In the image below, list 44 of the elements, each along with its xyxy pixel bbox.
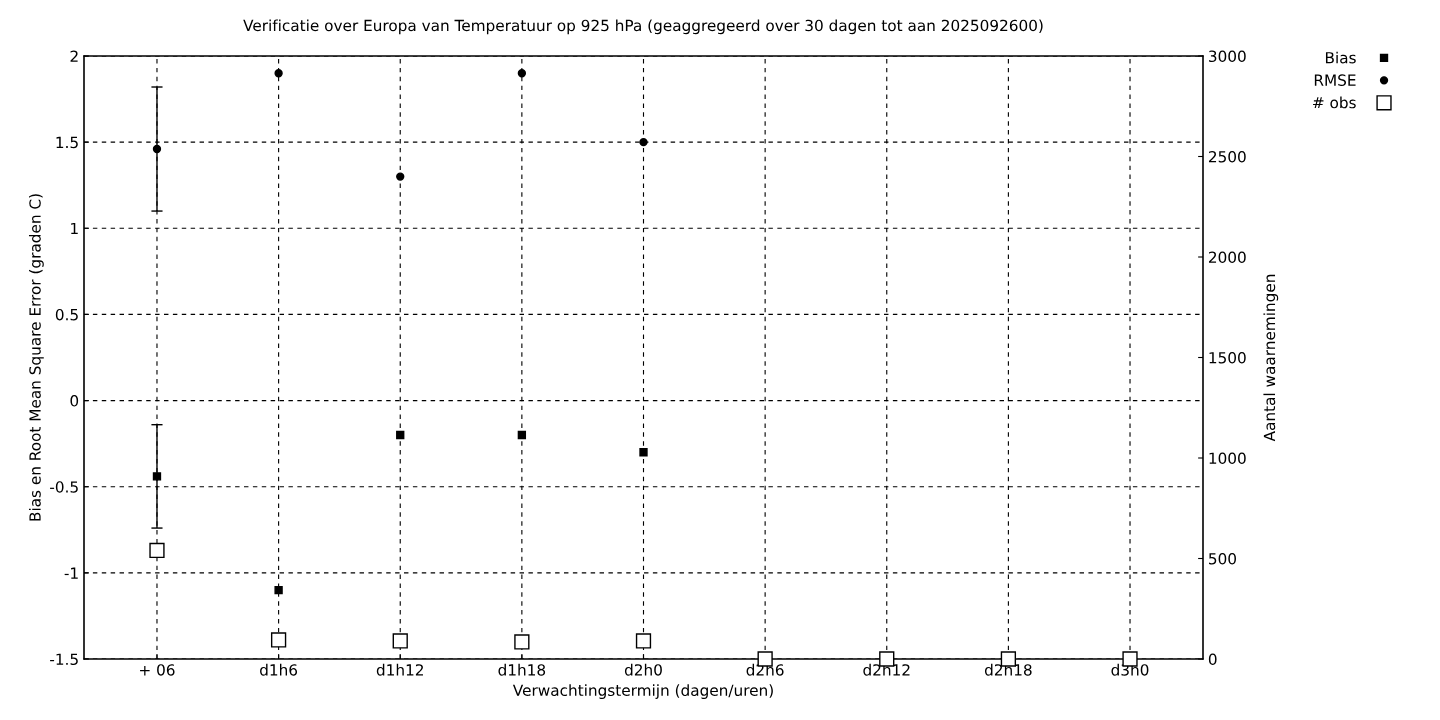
y2-tick-label: 1000 (1209, 452, 1246, 465)
legend-label: Bias (1325, 51, 1356, 64)
point (639, 137, 648, 147)
y2-tick-label: 500 (1209, 552, 1237, 565)
x-tick-label: d1h12 (376, 663, 423, 676)
y-tick-label: 1 (71, 222, 78, 235)
y2-tick-label: 1500 (1209, 351, 1246, 364)
y-tick-label: 0 (70, 395, 79, 407)
y-tick-label: -1 (64, 567, 78, 579)
y-tick-label: 0.5 (55, 308, 78, 321)
point (149, 542, 165, 559)
y2-axis-title: Aantal waarnemingen (1263, 274, 1279, 442)
y-tick-label: -1.5 (50, 653, 78, 666)
point (635, 633, 652, 649)
x-tick-label: d1h6 (260, 663, 298, 676)
legend-label: RMSE (1314, 74, 1356, 86)
legend-label: # obs (1313, 96, 1356, 109)
x-tick-label: d1h18 (498, 663, 546, 676)
point (274, 585, 283, 595)
point (517, 430, 527, 440)
point (514, 634, 530, 650)
point (517, 69, 527, 78)
y2-tick-label: 2500 (1208, 150, 1246, 163)
x-tick-label: d2h0 (624, 663, 662, 676)
point (392, 633, 408, 649)
y-tick-label: 2 (70, 50, 78, 62)
y-tick-label: 1.5 (56, 136, 78, 149)
point (274, 69, 283, 78)
y2-tick-label: 0 (1208, 653, 1217, 666)
x-axis-title: Verwachtingstermijn (dagen/uren) (512, 684, 773, 699)
x-tick-label: d2h18 (984, 663, 1032, 676)
y-tick-label: -0.5 (50, 481, 78, 493)
point (152, 472, 162, 481)
point (639, 448, 648, 457)
y-axis-title: Bias en Root Mean Square Error (graden C) (28, 194, 44, 521)
y2-tick-label: 3000 (1209, 50, 1246, 63)
x-tick-label: + 06 (140, 664, 175, 676)
x-tick-label: d2h12 (863, 663, 910, 676)
point (270, 632, 287, 648)
point (396, 430, 405, 440)
y2-tick-label: 2000 (1208, 251, 1246, 264)
point (396, 172, 405, 181)
chart-title: Verificatie over Europa van Temperatuur op 925 hPa (geaggregeerd over 30 dagen tot aan 2025092600) (243, 19, 1043, 35)
point (152, 144, 162, 154)
